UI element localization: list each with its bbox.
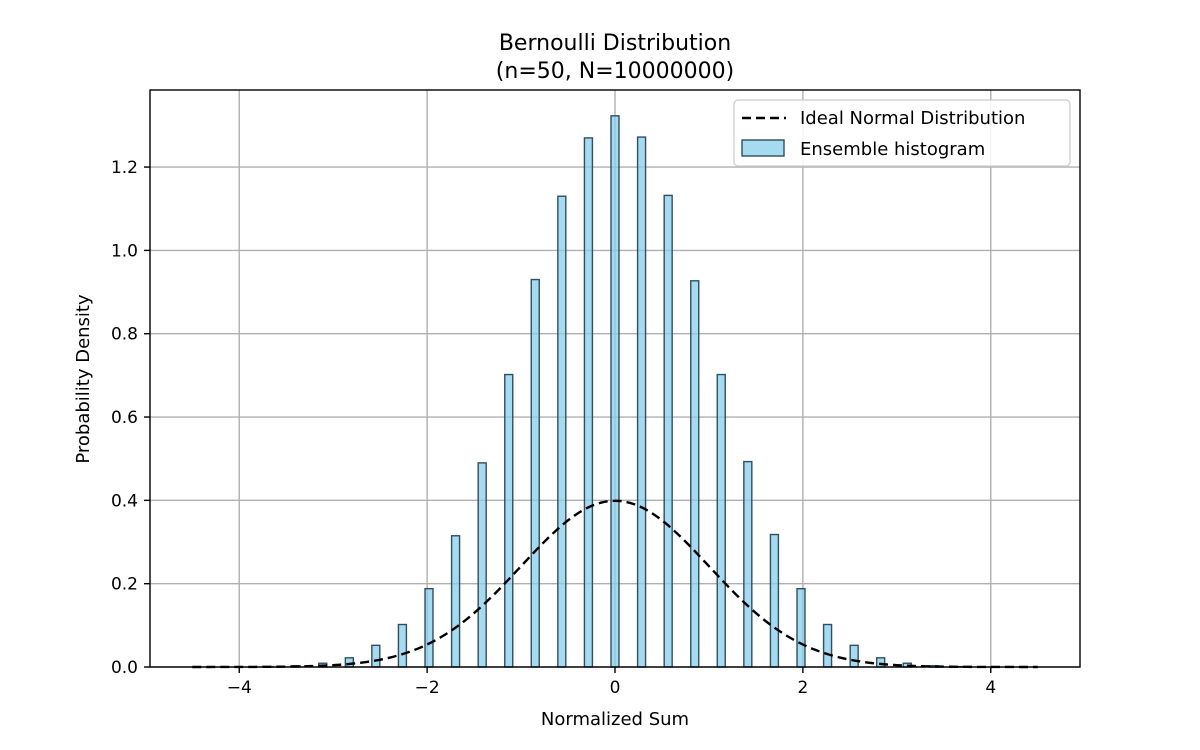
legend-label-normal: Ideal Normal Distribution bbox=[800, 108, 1025, 129]
legend-label-histogram: Ensemble histogram bbox=[800, 139, 985, 160]
y-tick-label-6: 1.2 bbox=[111, 158, 138, 178]
histogram-bar-17 bbox=[636, 136, 647, 668]
legend-bar-swatch bbox=[741, 139, 785, 157]
histogram-bar-19 bbox=[690, 280, 700, 668]
histogram-bar-26 bbox=[875, 657, 886, 668]
y-tick-label-0: 0.0 bbox=[111, 658, 138, 678]
histogram-bar-12 bbox=[504, 373, 514, 668]
y-tick-label-4: 0.8 bbox=[111, 325, 138, 345]
legend-box bbox=[733, 99, 1071, 167]
histogram-bar-9 bbox=[424, 587, 434, 668]
histogram-bar-23 bbox=[796, 587, 806, 668]
histogram-bar-11 bbox=[477, 462, 487, 668]
histogram-bar-7 bbox=[371, 644, 381, 668]
chart-subtitle: (n=50, N=10000000) bbox=[496, 59, 734, 84]
histogram-bar-15 bbox=[583, 137, 594, 668]
chart-title: Bernoulli Distribution bbox=[499, 31, 731, 56]
histogram-bar-20 bbox=[716, 373, 726, 668]
x-tick-label-4: 4 bbox=[985, 678, 996, 698]
histogram-bar-24 bbox=[822, 623, 833, 668]
x-axis-label: Normalized Sum bbox=[541, 709, 689, 730]
y-tick-label-2: 0.4 bbox=[111, 491, 138, 511]
y-tick-label-1: 0.2 bbox=[111, 575, 138, 595]
histogram-bar-22 bbox=[769, 533, 780, 668]
histogram-bars bbox=[264, 115, 966, 668]
histogram-bar-14 bbox=[557, 195, 567, 668]
normal-curve-line bbox=[192, 499, 1038, 669]
histogram-bar-21 bbox=[743, 460, 753, 668]
y-axis-label: Probability Density bbox=[73, 294, 94, 464]
x-tick-label-3: 2 bbox=[797, 678, 808, 698]
histogram-bar-6 bbox=[344, 657, 355, 668]
y-tick-label-3: 0.6 bbox=[111, 408, 138, 428]
legend: Ideal Normal Distribution Ensemble histo… bbox=[733, 99, 1071, 167]
histogram-bar-8 bbox=[397, 623, 408, 668]
axis-ticks: −4 −2 0 2 4 0.0 0.2 0.4 0.6 0.8 1.0 1.2 bbox=[111, 158, 996, 698]
histogram-bar-13 bbox=[530, 278, 540, 668]
x-tick-label-0: −4 bbox=[227, 678, 252, 698]
histogram-bar-16 bbox=[610, 115, 620, 668]
histogram-bar-18 bbox=[663, 194, 673, 668]
y-tick-label-5: 1.0 bbox=[111, 241, 138, 261]
histogram-bar-25 bbox=[849, 644, 859, 668]
x-tick-label-2: 0 bbox=[610, 678, 621, 698]
x-tick-label-1: −2 bbox=[415, 678, 440, 698]
histogram-bar-10 bbox=[450, 535, 461, 668]
